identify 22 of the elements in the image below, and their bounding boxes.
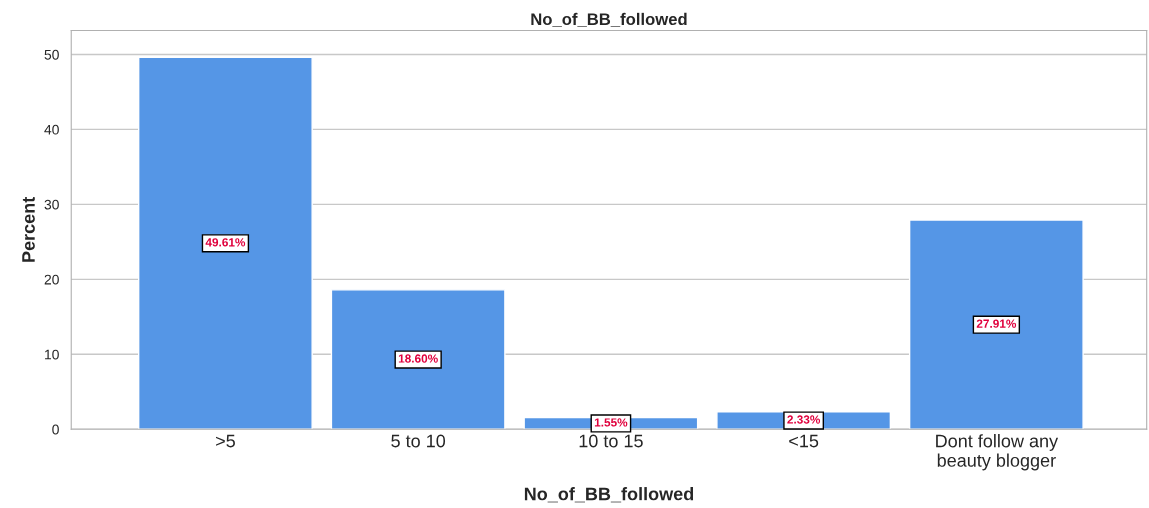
data-label: 1.55% [594,418,628,427]
bar [330,289,506,430]
data-label: 49.61% [205,238,246,247]
data-label: 27.91% [976,319,1017,328]
chart-title: No_of_BB_followed [531,12,687,27]
y-axis-title: Percent [22,196,35,262]
y-tick-label: 20 [44,274,59,285]
data-label: 18.60% [398,354,438,363]
y-tick-label: 50 [44,49,59,60]
x-tick-label: <15 [789,434,819,448]
y-tick-label: 10 [45,349,59,360]
data-label: 2.33% [787,415,821,424]
y-tick-label: 30 [44,199,59,210]
y-tick-label: 40 [44,124,59,135]
x-axis-title: No_of_BB_followed [524,487,694,503]
x-tick-label: 10 to 15 [579,434,643,448]
x-tick-label: >5 [216,434,235,448]
x-tick-label: 5 to 10 [391,434,446,448]
bar [138,56,313,430]
bar [908,219,1084,430]
y-tick-label: 0 [52,424,59,435]
x-tick-label: Dont follow any beauty blogger [936,434,1059,471]
